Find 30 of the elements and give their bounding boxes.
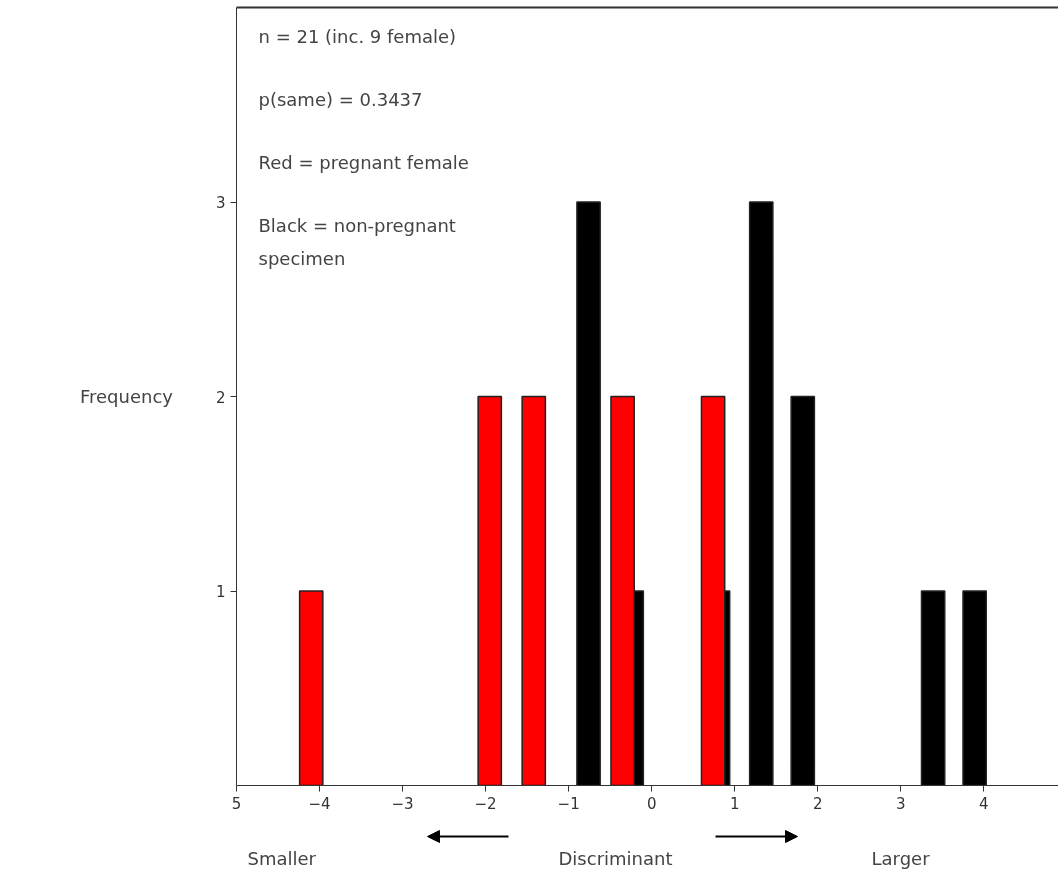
y-tick-label: 3 [215,194,226,212]
x-tick-label: 3 [895,794,906,813]
text: Smaller [247,848,317,869]
y-tick-label: 2 [215,388,226,407]
annotation: Black = non-pregnant specimen [258,214,456,270]
y-tick-label: 1 [215,583,226,601]
annotation: p(same) = 0.3437 [258,88,423,110]
annotation: n = 21 (inc. 9 female) [258,25,457,47]
bar [748,201,774,786]
x-tick-label: 0 [646,794,657,813]
x-axis-title: Discriminant [558,848,673,869]
bar [962,590,988,786]
x-tick-label: −4 [308,794,331,813]
bar [477,395,503,786]
bar [790,395,816,786]
x-tick-label: 2 [812,794,823,813]
bar [298,590,324,786]
bar [700,395,726,786]
annotation: Red = pregnant female [258,151,469,173]
y-axis-title: Frequency [79,386,174,407]
x-tick-label: 1 [729,794,740,813]
bar [576,201,601,786]
x-tick-label: 5 [231,794,242,813]
bar [521,395,547,786]
bar [920,590,946,786]
x-tick-label: 4 [979,794,989,813]
x-tick-label: −1 [557,794,580,813]
text: Larger [871,848,931,869]
x-tick-label: −3 [391,794,414,813]
x-tick-label: −2 [474,794,497,813]
